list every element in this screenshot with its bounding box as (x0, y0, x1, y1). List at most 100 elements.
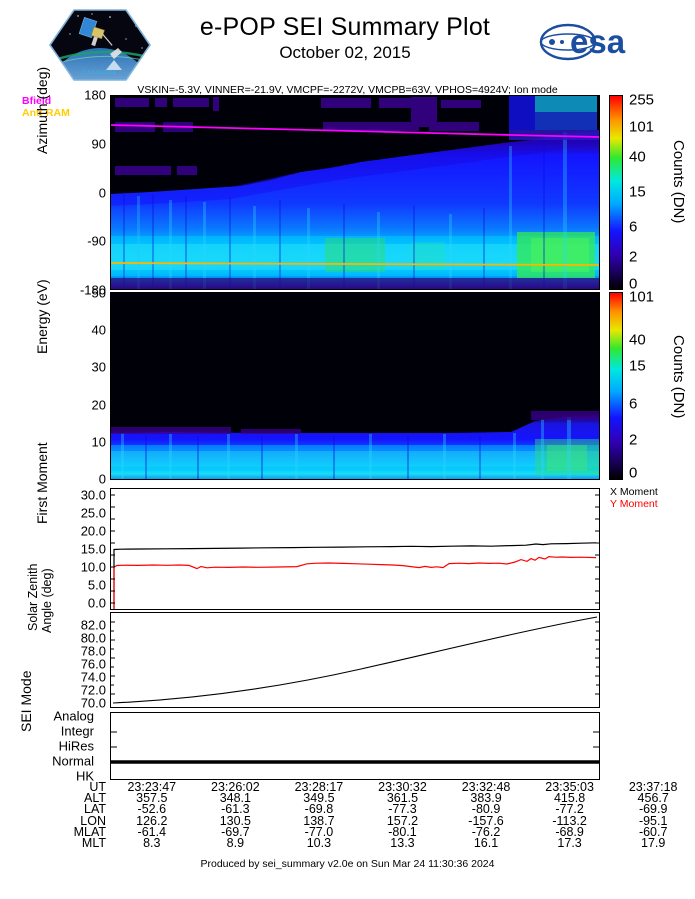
cbar-tick: 40 (629, 331, 646, 349)
cell: -69.9 (638, 802, 668, 817)
row-label: LAT (84, 802, 106, 817)
cell: -77.2 (555, 802, 584, 817)
cell: 130.5 (219, 813, 251, 828)
ytick: 76.0 (80, 656, 106, 672)
cell: -95.1 (638, 813, 668, 828)
cell: 361.5 (386, 791, 419, 806)
cbar-tick: 101 (629, 118, 655, 136)
cell: 349.5 (303, 791, 335, 806)
cell: 10.3 (306, 836, 332, 851)
legend-x-moment: X Moment (610, 486, 658, 498)
cell: -61.3 (221, 802, 250, 817)
cell: -52.6 (137, 802, 167, 817)
cbar-tick: 6 (629, 218, 638, 236)
ytick: 10 (91, 434, 106, 450)
sei-mode-plot[interactable] (110, 712, 600, 780)
cbar-tick: 2 (629, 431, 638, 449)
row-label: MLT (81, 836, 106, 851)
ytick: 10.0 (80, 559, 106, 575)
ytick: 50 (91, 285, 106, 301)
ytick: 0.0 (87, 595, 106, 611)
ytick: HK (75, 768, 94, 784)
table-row-lat: LAT -52.6 -61.3 -69.8 -77.3 -80.9 -77.2 … (0, 802, 695, 817)
mode-yticks: Analog Integr HiRes Normal HK (50, 709, 94, 784)
cell: 8.3 (143, 836, 161, 851)
ytick: 0 (98, 185, 106, 200)
moment-yticks: 30.0 25.0 20.0 15.0 10.0 5.0 0.0 (62, 488, 106, 611)
esa-logo-text: esa (570, 23, 626, 60)
solar-zenith-angle-plot[interactable] (110, 612, 600, 708)
ytick: -180 (79, 282, 106, 298)
azimuth-spectrogram[interactable] (110, 95, 600, 290)
cbar-tick: 101 (629, 288, 655, 306)
cell: -68.9 (555, 824, 584, 839)
ytick: 15.0 (80, 541, 106, 557)
cell: 23:23:47 (127, 780, 177, 794)
bfield-overlay-line (111, 124, 599, 138)
row-label: LON (80, 813, 106, 828)
title-block: e-POP SEI Summary Plot October 02, 2015 (160, 12, 530, 63)
cell: -113.2 (552, 813, 587, 828)
cell: 13.3 (390, 836, 415, 851)
legend-y-moment: Y Moment (610, 498, 658, 510)
cell: -69.8 (304, 802, 334, 817)
cbar-tick: 2 (629, 248, 638, 266)
page-title: e-POP SEI Summary Plot (199, 13, 491, 41)
row-label: MLAT (73, 824, 106, 839)
cell: 23:30:32 (378, 780, 427, 794)
page-header: CASSIOPE e-POP SEI Summary Plot October … (0, 0, 695, 81)
row-label: UT (89, 780, 106, 794)
footer-production-note: Produced by sei_summary v2.0e on Sun Mar… (200, 858, 495, 870)
ytick: HiRes (58, 738, 94, 754)
cbar-tick: 0 (629, 464, 638, 482)
energy-spectrogram-canvas (111, 293, 599, 479)
cell: -61.4 (137, 824, 167, 839)
anti-ram-overlay-line (111, 262, 599, 266)
ytick: 80.0 (80, 630, 106, 646)
sza-yticks: 82.0 80.0 78.0 76.0 74.0 72.0 70.0 (62, 618, 106, 711)
cell: -77.3 (388, 802, 417, 817)
azimuth-spectrogram-canvas (111, 96, 599, 289)
cell: 17.9 (641, 836, 666, 851)
ytick: -90 (87, 233, 106, 249)
cell: 23:32:48 (461, 780, 511, 794)
cell: 16.1 (473, 836, 499, 851)
cell: -80.1 (388, 824, 417, 839)
cell: -76.2 (471, 824, 501, 839)
instrument-parameters: VSKIN=-5.3V, VINNER=-21.9V, VMCPF=-2272V… (137, 84, 558, 96)
cell: -60.7 (638, 824, 668, 839)
energy-colorbar[interactable] (609, 292, 623, 480)
cell: 23:26:02 (211, 780, 260, 794)
energy-yticks: 50 40 30 20 10 0 (62, 286, 106, 487)
cell: 138.7 (303, 813, 335, 828)
table-row-alt: ALT 357.5 348.1 349.5 361.5 383.9 415.8 … (0, 791, 695, 806)
table-row-mlat: MLAT -61.4 -69.7 -77.0 -80.1 -76.2 -68.9… (0, 824, 695, 839)
table-row-lon: LON 126.2 130.5 138.7 157.2 -157.6 -113.… (0, 813, 695, 828)
x-moment-trace (113, 542, 597, 609)
cbar-tick: 0 (629, 275, 638, 293)
cell: 23:35:03 (545, 780, 594, 794)
mode-axis-label: SEI Mode (18, 670, 34, 732)
first-moment-plot[interactable] (110, 488, 600, 610)
cell: -80.9 (471, 802, 501, 817)
ytick: 74.0 (80, 669, 106, 685)
cbar-tick: 6 (629, 395, 638, 413)
cell: -157.6 (468, 813, 504, 828)
cell: 415.8 (553, 791, 586, 806)
azimuth-yticks: 180 90 0 -90 -180 (62, 88, 106, 298)
esa-logo: esa (539, 20, 672, 64)
cbar-tick: 255 (629, 91, 655, 109)
energy-colorbar-label: Counts (DN) (670, 335, 687, 419)
ytick: Integr (60, 723, 94, 739)
energy-spectrogram[interactable] (110, 292, 600, 480)
axis-label-table: UT 23:23:47 23:26:02 23:28:17 23:30:32 2… (0, 780, 695, 851)
cell: 23:28:17 (294, 780, 344, 794)
sza-trace (112, 616, 598, 704)
azimuth-colorbar[interactable] (609, 95, 623, 290)
ytick: 70.0 (80, 695, 106, 711)
cbar-tick: 15 (629, 183, 646, 201)
ytick: 72.0 (80, 682, 106, 698)
azimuth-colorbar-label: Counts (DN) (670, 140, 687, 224)
cell: 348.1 (219, 791, 251, 806)
legend-anti-ram: Anti-RAM (22, 107, 70, 119)
